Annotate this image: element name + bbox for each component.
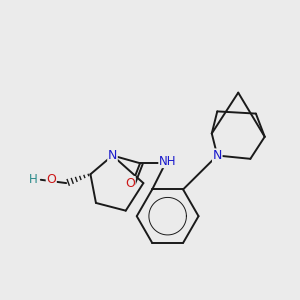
Text: N: N bbox=[108, 149, 117, 162]
Text: N: N bbox=[213, 149, 222, 162]
Text: O: O bbox=[46, 173, 56, 186]
Text: O: O bbox=[125, 177, 135, 190]
Text: H: H bbox=[29, 173, 38, 186]
Text: NH: NH bbox=[159, 154, 176, 167]
